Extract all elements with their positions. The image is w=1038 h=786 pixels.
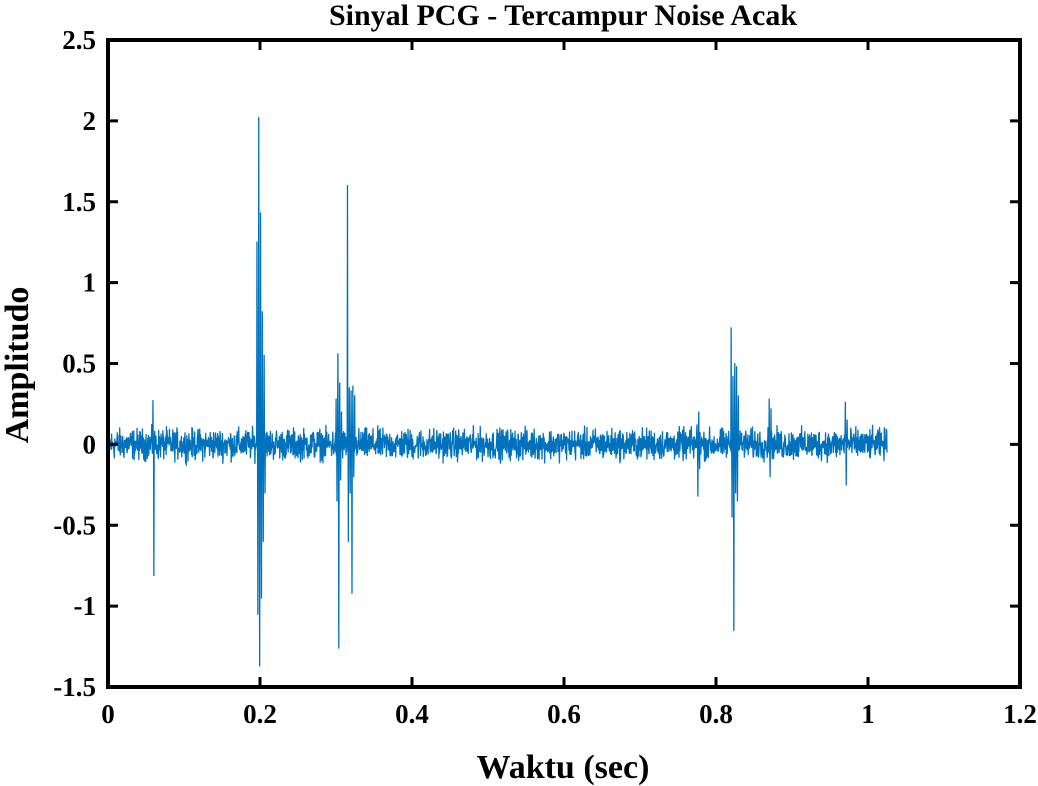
y-tick-label: 2 bbox=[83, 106, 97, 136]
y-tick-label: 1 bbox=[83, 268, 97, 298]
x-tick-label: 0.6 bbox=[547, 699, 581, 729]
axes-box bbox=[106, 38, 1022, 689]
x-tick-label: 0.8 bbox=[699, 699, 733, 729]
x-tick-label: 1 bbox=[861, 699, 875, 729]
chart-title: Sinyal PCG - Tercampur Noise Acak bbox=[329, 0, 797, 32]
x-tick-label: 0.2 bbox=[243, 699, 277, 729]
x-axis-label: Waktu (sec) bbox=[477, 749, 650, 786]
y-axis-label: Amplitudo bbox=[0, 287, 36, 444]
x-tick-label: 0.4 bbox=[395, 699, 429, 729]
x-tick-label: 0 bbox=[101, 699, 115, 729]
y-tick-label: 1.5 bbox=[62, 187, 96, 217]
y-tick-label: 2.5 bbox=[62, 25, 96, 55]
plot-area bbox=[106, 38, 1022, 689]
signal-line bbox=[107, 116, 888, 667]
y-tick-label: -1.5 bbox=[53, 672, 96, 702]
x-axis-ticks: 0 0.2 0.4 0.6 0.8 1 1.2 bbox=[101, 40, 1037, 729]
y-tick-label: -1 bbox=[74, 591, 97, 621]
y-tick-label: 0 bbox=[83, 429, 97, 459]
y-tick-label: -0.5 bbox=[53, 510, 96, 540]
y-axis-ticks: -1.5 -1 -0.5 0 0.5 1 1.5 2 2.5 bbox=[53, 25, 1020, 702]
x-tick-label: 1.2 bbox=[1003, 699, 1037, 729]
y-tick-label: 0.5 bbox=[62, 349, 96, 379]
